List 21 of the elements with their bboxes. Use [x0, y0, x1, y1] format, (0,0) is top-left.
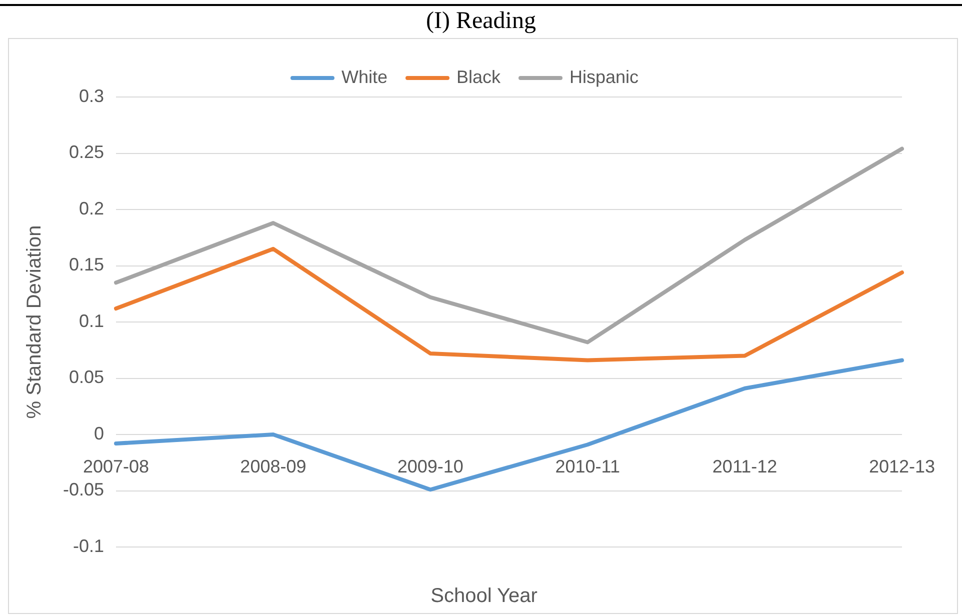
y-tick-label: 0.1	[78, 310, 104, 331]
y-tick-label: 0.05	[68, 367, 104, 388]
legend-label: Hispanic	[570, 66, 639, 87]
x-axis-title: School Year	[430, 585, 538, 608]
y-tick-label: 0.25	[68, 142, 104, 162]
x-tick-label: 2008-09	[240, 456, 306, 476]
x-tick-label: 2011-12	[712, 456, 778, 476]
y-tick-label: 0.3	[78, 86, 104, 106]
y-tick-label: 0.2	[78, 198, 104, 218]
x-tick-label: 2010-11	[555, 456, 620, 476]
y-tick-label: 0.15	[68, 254, 104, 275]
x-tick-label: 2007-08	[82, 456, 150, 476]
y-tick-label: 0	[94, 423, 104, 444]
x-tick-label: 2009-10	[397, 456, 464, 476]
y-tick-label: -0.1	[72, 536, 104, 556]
legend-label: Black	[456, 66, 502, 87]
chart-title: (I) Reading	[0, 4, 962, 36]
legend-label: White	[341, 66, 388, 87]
y-axis-title: % Standard Deviation	[24, 225, 46, 419]
y-tick-label: -0.05	[62, 480, 104, 500]
x-tick-label: 2012-13	[868, 456, 935, 476]
